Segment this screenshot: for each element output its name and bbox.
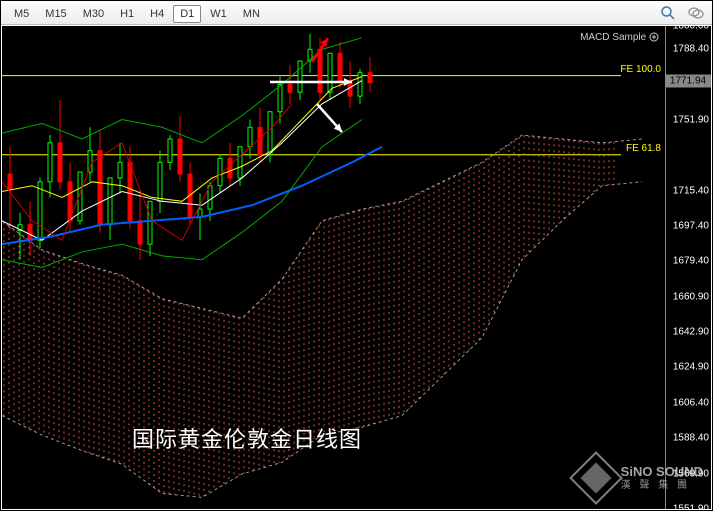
logo-main-text: SiNO SOUND xyxy=(621,465,703,479)
price-tick: 1788.40 xyxy=(673,43,709,54)
fib-label: FE 61.8 xyxy=(626,143,661,154)
logo-sub-text: 漢 聲 集 團 xyxy=(621,480,703,491)
price-tick: 1679.40 xyxy=(673,255,709,266)
macd-sample-label: MACD Sample xyxy=(580,32,659,43)
fib-label: FE 100.0 xyxy=(620,64,661,75)
price-tick: 1642.90 xyxy=(673,326,709,337)
price-tick: 1588.40 xyxy=(673,433,709,444)
price-tick: 1660.90 xyxy=(673,291,709,302)
price-tick: 1751.90 xyxy=(673,114,709,125)
timeframe-mn[interactable]: MN xyxy=(236,5,267,23)
app-frame: M5M15M30H1H4D1W1MN 1800.00 1788.40 1771.94… xyxy=(0,0,713,511)
price-tick: 1800.00 xyxy=(673,26,709,32)
timeframe-h1[interactable]: H1 xyxy=(113,5,141,23)
price-tick: 1606.40 xyxy=(673,398,709,409)
timeframe-buttons: M5M15M30H1H4D1W1MN xyxy=(7,4,269,22)
timeframe-m15[interactable]: M15 xyxy=(38,5,73,23)
timeframe-m5[interactable]: M5 xyxy=(7,5,36,23)
logo-diamond-icon xyxy=(569,451,623,505)
chart-title: 国际黄金伦敦金日线图 xyxy=(132,422,362,454)
search-icon[interactable] xyxy=(660,5,676,21)
price-tick: 1551.90 xyxy=(673,504,709,509)
timeframe-toolbar: M5M15M30H1H4D1W1MN xyxy=(1,1,712,25)
price-tick: 1771.94 xyxy=(665,74,711,87)
price-tick: 1715.40 xyxy=(673,185,709,196)
chart-area[interactable]: 1800.00 1788.40 1771.94 1751.90 1715.40 1697.… xyxy=(2,26,711,509)
timeframe-d1[interactable]: D1 xyxy=(173,5,201,23)
timeframe-m30[interactable]: M30 xyxy=(76,5,111,23)
price-axis: 1800.00 1788.40 1771.94 1751.90 1715.40 1697.… xyxy=(665,26,711,509)
brand-logo: SiNO SOUND漢 聲 集 團 xyxy=(577,459,703,497)
timeframe-h4[interactable]: H4 xyxy=(143,5,171,23)
price-tick: 1697.40 xyxy=(673,220,709,231)
price-tick: 1624.90 xyxy=(673,362,709,373)
chat-icon[interactable] xyxy=(688,5,704,21)
timeframe-w1[interactable]: W1 xyxy=(203,5,234,23)
